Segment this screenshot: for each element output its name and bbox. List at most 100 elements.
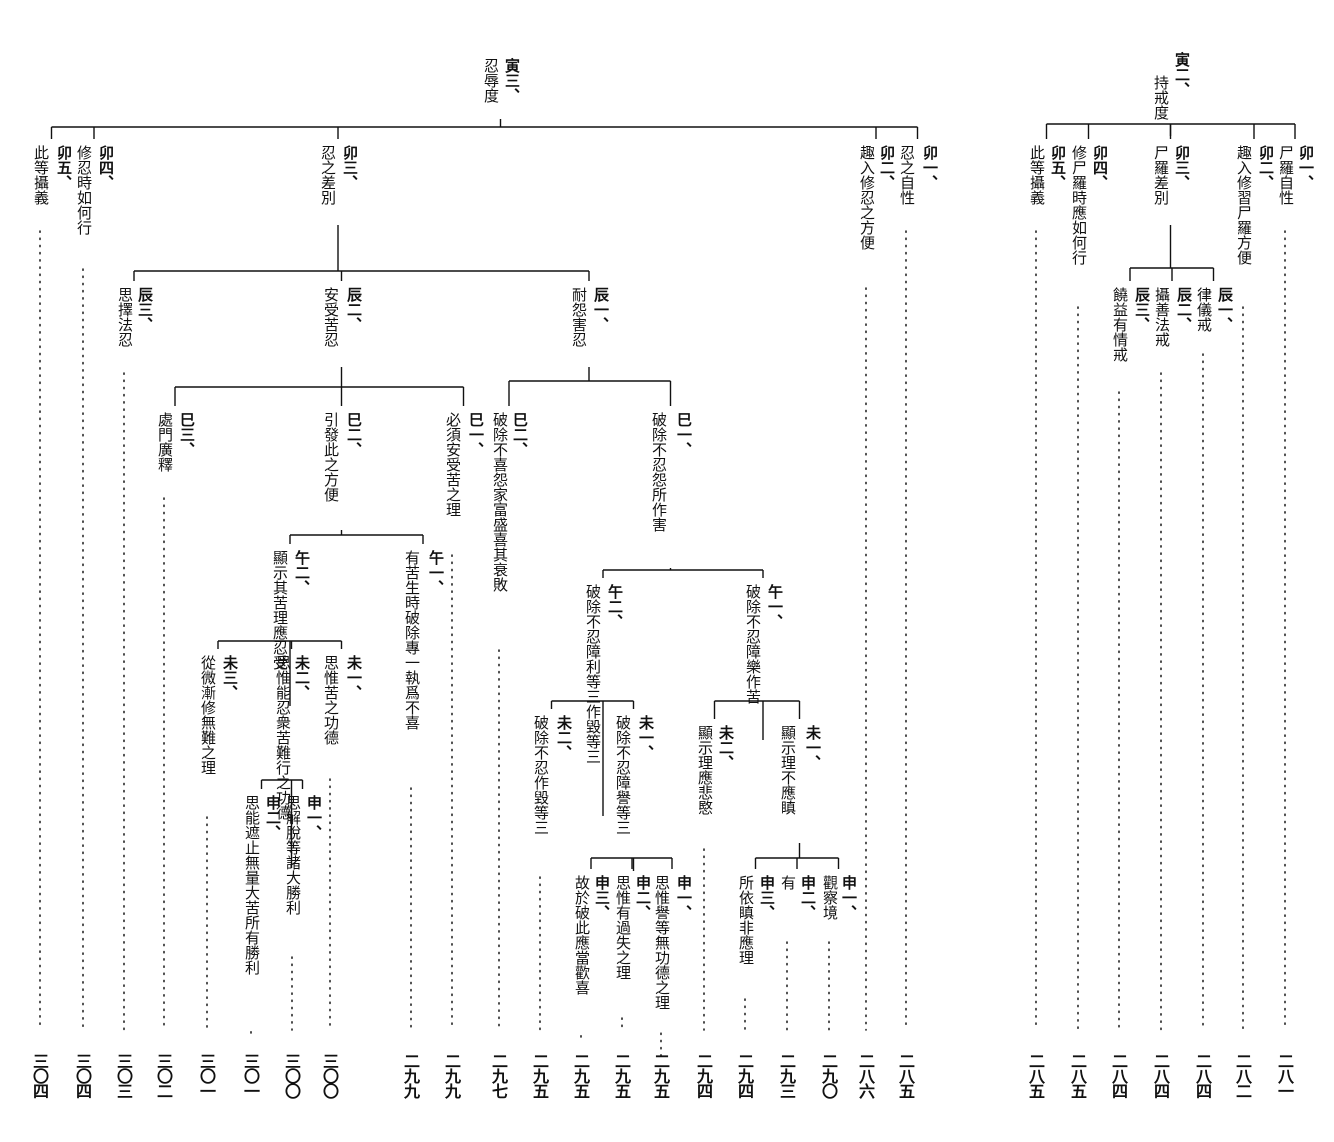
node-title: 律儀戒 [1195,287,1213,332]
node-label: 寅三、 [503,58,521,103]
node-title: 忍之自性 [898,145,916,205]
node-label: 未三、 [221,655,239,700]
page-number: 二八五 [896,1053,915,1098]
page-number: 二八二 [1233,1053,1252,1098]
page-number: 二九七 [489,1053,508,1098]
node-label: 申三、 [593,875,611,920]
node-title: 尸羅自性 [1277,145,1295,205]
node-title: 顯示理不應瞋 [779,725,797,815]
node-label: 卯一、 [921,145,939,190]
node-title: 有 [779,875,797,890]
node-title: 破除不忍障譽等三 [614,715,632,835]
node-title: 思惟譽等無功德之理 [653,875,671,1010]
node-title: 持戒度 [1152,75,1170,120]
node-label: 卯五、 [1049,145,1067,190]
page-number: 二八四 [1151,1053,1170,1098]
page-number: 三〇四 [30,1053,49,1098]
node-label: 巳二、 [511,412,529,457]
node-title: 觀察境 [821,875,839,920]
node-title: 顯示其苦理應忍受 [271,550,289,670]
node-title: 忍之差別 [319,145,337,205]
node-title: 思擇法忍 [116,287,134,347]
node-label: 辰二、 [1175,287,1193,332]
node-label: 卯四、 [97,145,115,190]
page-number: 二八一 [1275,1053,1294,1098]
node-label: 申三、 [758,875,776,920]
node-title: 破除不忍障利等三作毀等三 [584,584,602,764]
node-title: 修尸羅時應如何行 [1070,145,1088,265]
node-title: 耐怨害忍 [570,287,588,347]
page-number: 三〇〇 [282,1053,301,1098]
node-label: 卯三、 [341,145,359,190]
node-title: 此等攝義 [32,145,50,205]
node-label: 卯五、 [55,145,73,190]
page-number: 二九三 [777,1053,796,1098]
node-title: 顯示理應悲愍 [696,725,714,815]
node-label: 申二、 [264,795,282,840]
node-label: 申一、 [305,795,323,840]
page-number: 二九〇 [819,1053,838,1098]
node-title: 安受苦忍 [322,287,340,347]
node-label: 卯四、 [1091,145,1109,190]
node-title: 破除不忍作毀等三 [532,715,550,835]
node-label: 申二、 [799,875,817,920]
node-title: 攝善法戒 [1153,287,1171,347]
node-label: 巳一、 [675,412,693,457]
node-label: 辰二、 [345,287,363,332]
node-title: 饒益有情戒 [1111,287,1129,362]
node-label: 午二、 [606,584,624,629]
node-label: 午二、 [293,550,311,595]
node-title: 思能遮止無量大苦所有勝利 [243,795,261,975]
node-label: 未一、 [345,655,363,700]
node-title: 破除不忍障樂作苦 [744,584,762,704]
page-number: 二九五 [571,1053,590,1098]
page-number: 三〇一 [197,1053,216,1098]
page-number: 二九五 [651,1053,670,1098]
node-title: 此等攝義 [1028,145,1046,205]
page-number: 二九九 [442,1053,461,1098]
node-title: 忍辱度 [482,58,500,103]
node-title: 破除不喜怨家富盛喜其衰敗 [491,412,509,592]
node-title: 引發此之方便 [322,412,340,502]
node-label: 未一、 [637,715,655,760]
node-label: 巳二、 [345,412,363,457]
node-label: 午一、 [427,550,445,595]
page-number: 二八四 [1193,1053,1212,1098]
page-number: 三〇〇 [320,1053,339,1098]
node-label: 未二、 [293,655,311,700]
page-number: 三〇二 [154,1053,173,1098]
node-label: 巳一、 [467,412,485,457]
node-label: 申一、 [840,875,858,920]
node-title: 思惟有過失之理 [614,875,632,980]
node-label: 辰三、 [1133,287,1151,332]
node-label: 午一、 [766,584,784,629]
page-number: 二九九 [401,1053,420,1098]
node-label: 卯一、 [1297,145,1315,190]
node-label: 卯二、 [878,145,896,190]
node-label: 未二、 [555,715,573,760]
node-label: 辰一、 [1216,287,1234,332]
node-title: 處門廣釋 [156,412,174,472]
page-number: 三〇一 [241,1053,260,1098]
node-title: 所依瞋非應理 [737,875,755,965]
page-number: 二八六 [856,1053,875,1098]
node-title: 必須安受苦之理 [444,412,462,517]
node-title: 有苦生時破除專一執爲不喜 [403,550,421,730]
page-number: 二九四 [694,1053,713,1098]
node-label: 未二、 [717,725,735,770]
node-title: 趣入修習尸羅方便 [1235,145,1253,265]
node-label: 辰一、 [592,287,610,332]
node-title: 趣入修忍之方便 [858,145,876,250]
node-label: 巳三、 [178,412,196,457]
node-title: 尸羅差別 [1152,145,1170,205]
page-number: 三〇四 [73,1053,92,1098]
node-label: 未一、 [804,725,822,770]
node-title: 修忍時如何行 [75,145,93,235]
page-number: 二八四 [1109,1053,1128,1098]
node-label: 卯二、 [1257,145,1275,190]
node-label: 辰三、 [136,287,154,332]
node-title: 思惟苦之功德 [322,655,340,745]
page-number: 二八五 [1026,1053,1045,1098]
node-label: 申二、 [634,875,652,920]
